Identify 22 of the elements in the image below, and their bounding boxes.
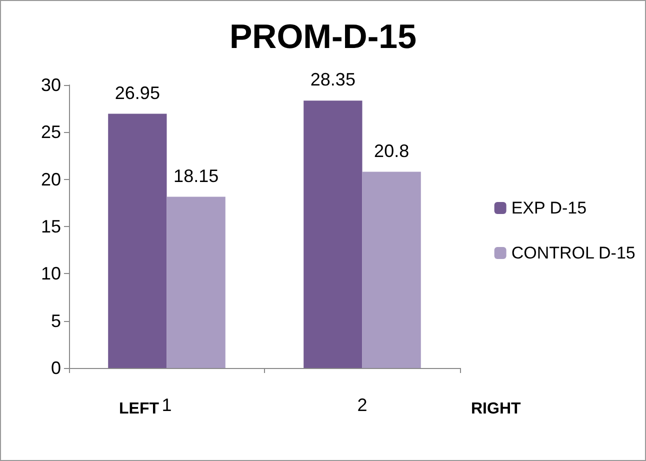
y-tick-label: 30 <box>40 75 61 95</box>
legend-label: CONTROL D-15 <box>511 244 636 262</box>
text: LEFT <box>119 400 160 418</box>
y-tick-label: 15 <box>40 216 61 236</box>
bar <box>108 114 167 368</box>
data-label: 20.8 <box>374 140 410 161</box>
y-tick-label: 10 <box>40 264 61 284</box>
data-label: 28.35 <box>310 70 356 90</box>
bar <box>166 196 226 368</box>
bar <box>304 100 362 368</box>
chart-title: PROM-D-15 <box>229 18 417 56</box>
y-tick-label: 0 <box>50 358 61 378</box>
text: RIGHT <box>471 400 521 418</box>
data-label: 18.15 <box>174 166 219 186</box>
data-label: 26.95 <box>114 82 160 103</box>
y-tick-label: 20 <box>40 169 61 190</box>
bar <box>362 172 421 368</box>
legend-label: EXP D-15 <box>511 198 587 218</box>
y-tick-label: 5 <box>50 310 61 331</box>
x-tick-label: 1 <box>162 395 172 415</box>
y-tick-label: 25 <box>40 122 61 142</box>
x-tick-label: 2 <box>357 395 368 415</box>
